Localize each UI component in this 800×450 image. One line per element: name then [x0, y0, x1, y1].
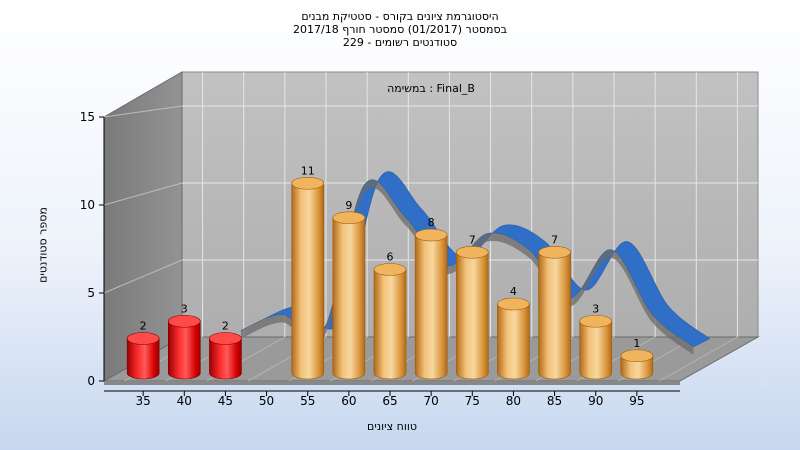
bar-body: [579, 320, 613, 380]
bar-55: 11: [291, 164, 325, 380]
chart-floor-edge: [104, 381, 680, 385]
x-tick-label: 70: [424, 394, 439, 408]
x-tick-label: 65: [382, 394, 397, 408]
bar-45: 2: [209, 320, 242, 380]
chart-title-line-1: היסטוגרמת ציונים בקורס - סטטיקת מבנים: [301, 10, 499, 23]
bar-85: 7: [538, 233, 571, 380]
chart-plot-title: במשימה : Final_B: [387, 82, 475, 95]
x-tick-label: 35: [136, 394, 151, 408]
bar-data-label: 3: [592, 302, 599, 315]
bar-data-label: 6: [387, 251, 394, 264]
chart-title-line-3: סטודנטים רשומים - 229: [342, 36, 458, 49]
bar-65: 6: [373, 251, 407, 380]
y-tick-label: 5: [87, 286, 95, 300]
bar-top: [455, 245, 489, 259]
bar-80: 4: [497, 285, 530, 380]
bar-top: [579, 314, 613, 328]
bar-body: [497, 303, 530, 380]
bar-75: 7: [455, 233, 489, 380]
bar-body: [538, 251, 571, 380]
bar-body: [209, 338, 242, 380]
bar-top: [126, 332, 160, 345]
bar-70: 8: [414, 216, 448, 380]
x-tick-label: 80: [506, 394, 521, 408]
bar-body: [167, 320, 201, 380]
bar-body: [291, 182, 325, 380]
gridline-side: [103, 182, 183, 206]
bar-data-label: 7: [551, 233, 558, 246]
gridline-side: [103, 259, 183, 294]
gridline-floor: [659, 336, 738, 382]
bar-data-label: 2: [140, 320, 147, 333]
bar-top: [538, 245, 571, 259]
bar-body: [414, 234, 448, 380]
y-tick-label: 10: [80, 198, 95, 212]
bar-40: 3: [167, 302, 201, 380]
x-tick-label: 90: [588, 394, 603, 408]
bar-top: [167, 314, 201, 328]
x-tick-label: 60: [341, 394, 356, 408]
y-axis-label: מספר סטודנטים: [36, 207, 50, 283]
bar-top: [209, 332, 242, 345]
y-tick-label: 15: [80, 110, 95, 124]
bar-body: [332, 217, 366, 380]
bar-data-label: 4: [510, 285, 517, 298]
x-tick-label: 50: [259, 394, 274, 408]
x-tick-label: 75: [465, 394, 480, 408]
x-tick-label: 95: [629, 394, 644, 408]
bar-data-label: 9: [345, 199, 352, 212]
bar-body: [373, 269, 407, 380]
bar-top: [497, 297, 530, 311]
bar-data-label: 11: [301, 164, 315, 177]
bar-data-label: 7: [469, 233, 476, 246]
bar-top: [620, 349, 654, 363]
chart-bars: 2 3 2 11 9 6 8 7 4 7 3 1: [126, 164, 654, 380]
bar-top: [373, 263, 407, 276]
x-tick-label: 85: [547, 394, 562, 408]
bar-body: [620, 355, 654, 380]
bar-data-label: 8: [428, 216, 435, 229]
bar-body: [126, 338, 160, 380]
chart-title-line-2: בסמסטר (01/2017) סמסטר חורף 2017/18: [293, 23, 507, 36]
bar-data-label: 3: [181, 302, 188, 315]
x-tick-label: 45: [218, 394, 233, 408]
bar-data-label: 1: [633, 337, 640, 350]
y-tick-label: 0: [87, 374, 95, 388]
bar-95: 1: [620, 337, 654, 380]
chart-axes: 0 5 10 15 35 40 45 50 55 60 65 70 75 80 85 90 95: [80, 110, 680, 408]
x-tick-label: 55: [300, 394, 315, 408]
bar-body: [455, 251, 489, 380]
bar-top: [332, 211, 366, 225]
gridline-side: [103, 105, 183, 118]
bar-90: 3: [579, 302, 613, 380]
bar-top: [291, 176, 325, 190]
x-axis-label: טווח ציונים: [367, 420, 417, 433]
x-tick-label: 40: [177, 394, 192, 408]
bar-data-label: 2: [222, 320, 229, 333]
bar-35: 2: [126, 320, 160, 380]
bar-60: 9: [332, 199, 366, 380]
bar-top: [414, 228, 448, 242]
